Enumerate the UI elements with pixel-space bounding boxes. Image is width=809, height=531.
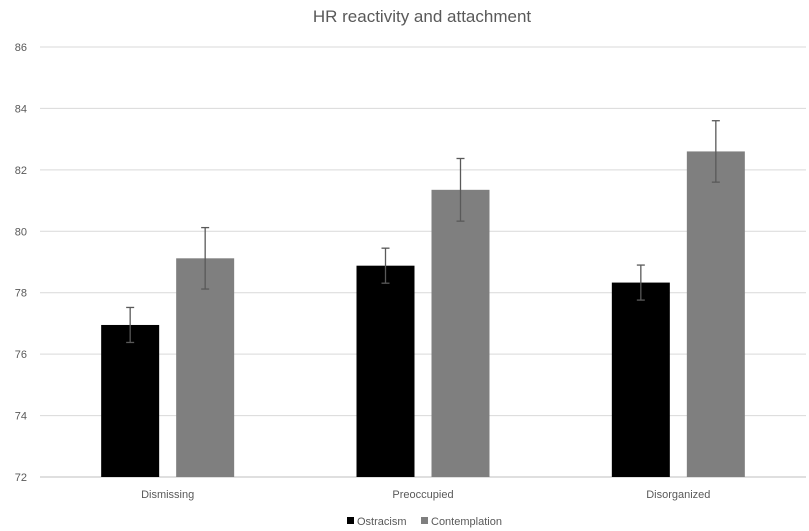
y-tick-label: 74 (15, 411, 27, 423)
y-tick-label: 80 (15, 226, 27, 238)
y-tick-label: 86 (15, 42, 27, 54)
x-axis-categories: Dismissing Preoccupied Disorganized (141, 489, 710, 501)
bar-contemplation-disorganized (686, 151, 745, 477)
bars (101, 151, 745, 478)
y-tick-label: 78 (15, 288, 27, 300)
legend-swatch-ostracism (347, 517, 354, 524)
bar-ostracism-preoccupied (356, 265, 415, 477)
y-tick-label: 72 (15, 472, 27, 484)
legend-label-ostracism: Ostracism (357, 516, 407, 528)
bar-contemplation-preoccupied (431, 189, 490, 478)
x-category-label: Preoccupied (392, 489, 453, 501)
y-tick-label: 76 (15, 349, 27, 361)
error-bars (126, 120, 720, 344)
bar-ostracism-disorganized (611, 282, 670, 477)
bar-ostracism-dismissing (101, 324, 160, 477)
gridlines (40, 46, 806, 478)
bar-contemplation-dismissing (176, 258, 235, 477)
chart-title: HR reactivity and attachment (313, 7, 532, 26)
legend: Ostracism Contemplation (347, 516, 502, 528)
y-axis-ticks: 72 74 76 78 80 82 84 86 (15, 42, 27, 484)
y-tick-label: 84 (15, 103, 27, 115)
x-category-label: Dismissing (141, 489, 194, 501)
y-tick-label: 82 (15, 165, 27, 177)
x-category-label: Disorganized (646, 489, 710, 501)
legend-swatch-contemplation (421, 517, 428, 524)
legend-label-contemplation: Contemplation (431, 516, 502, 528)
